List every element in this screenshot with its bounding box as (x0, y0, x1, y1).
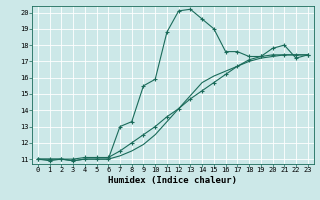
X-axis label: Humidex (Indice chaleur): Humidex (Indice chaleur) (108, 176, 237, 185)
